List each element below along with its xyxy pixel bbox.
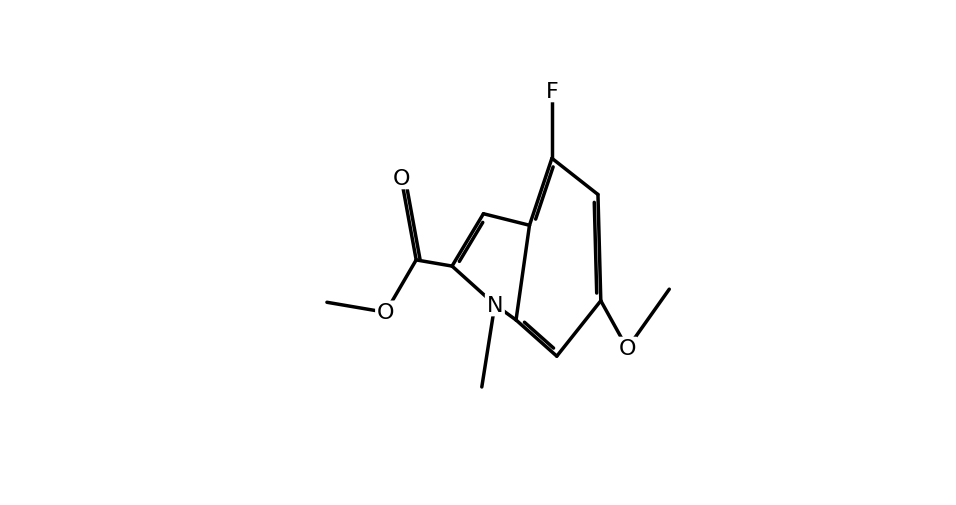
Text: N: N: [487, 295, 503, 315]
Text: F: F: [546, 81, 558, 102]
Text: O: O: [392, 168, 410, 188]
Text: O: O: [619, 339, 636, 359]
Text: O: O: [377, 302, 395, 323]
